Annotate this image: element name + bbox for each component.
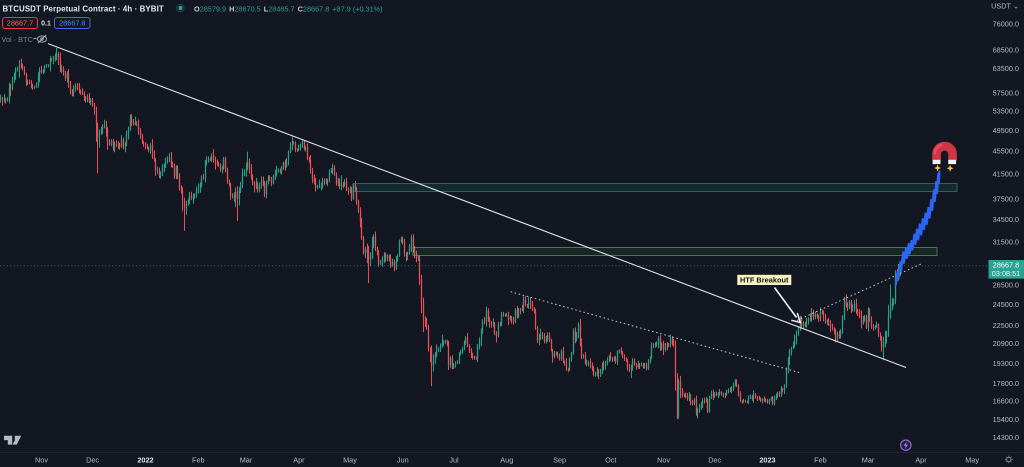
svg-text:41500.0: 41500.0 [993,169,1019,178]
svg-text:14300.0: 14300.0 [993,433,1019,442]
svg-text:63500.0: 63500.0 [993,64,1019,73]
svg-text:49500.0: 49500.0 [993,126,1019,135]
svg-text:Jul: Jul [449,456,459,465]
svg-text:28667.8: 28667.8 [993,260,1019,269]
svg-text:03:08:51: 03:08:51 [992,269,1020,278]
svg-text:Apr: Apr [293,456,305,465]
svg-text:USDT ⌄: USDT ⌄ [991,1,1019,10]
svg-text:45500.0: 45500.0 [993,147,1019,156]
svg-text:Nov: Nov [35,456,48,465]
svg-text:57500.0: 57500.0 [993,89,1019,98]
svg-text:May: May [965,456,979,465]
svg-text:28667.7: 28667.7 [7,19,33,28]
svg-text:24500.0: 24500.0 [993,300,1019,309]
svg-text:Dec: Dec [708,456,721,465]
svg-text:Aug: Aug [500,456,513,465]
svg-text:Dec: Dec [86,456,99,465]
svg-text:53500.0: 53500.0 [993,107,1019,116]
svg-text:HTF Breakout: HTF Breakout [740,276,789,285]
svg-text:Nov: Nov [657,456,670,465]
svg-text:19300.0: 19300.0 [993,359,1019,368]
svg-text:34500.0: 34500.0 [993,215,1019,224]
svg-text:26500.0: 26500.0 [993,281,1019,290]
svg-text:Apr: Apr [915,456,927,465]
svg-text:76000.0: 76000.0 [993,20,1019,29]
svg-text:0.1: 0.1 [41,21,51,28]
svg-text:May: May [343,456,357,465]
svg-text:31500.0: 31500.0 [993,238,1019,247]
svg-text:20900.0: 20900.0 [993,339,1019,348]
svg-text:28667.8: 28667.8 [59,19,85,28]
svg-text:16600.0: 16600.0 [993,396,1019,405]
svg-text:2023: 2023 [759,456,775,465]
svg-text:22500.0: 22500.0 [993,321,1019,330]
svg-text:Feb: Feb [192,456,205,465]
svg-text:17800.0: 17800.0 [993,379,1019,388]
svg-text:Sep: Sep [553,456,566,465]
svg-text:Mar: Mar [862,456,875,465]
svg-text:Jun: Jun [397,456,409,465]
svg-text:Vol · BTC: Vol · BTC [2,35,33,44]
svg-text:BTCUSDT Perpetual Contract · 4: BTCUSDT Perpetual Contract · 4h · BYBIT [3,4,164,13]
svg-text:Mar: Mar [240,456,253,465]
svg-text:37500.0: 37500.0 [993,195,1019,204]
svg-text:2022: 2022 [137,456,153,465]
svg-text:15400.0: 15400.0 [993,415,1019,424]
svg-text:Oct: Oct [605,456,616,465]
svg-text:Feb: Feb [814,456,827,465]
svg-text:68500.0: 68500.0 [993,45,1019,54]
